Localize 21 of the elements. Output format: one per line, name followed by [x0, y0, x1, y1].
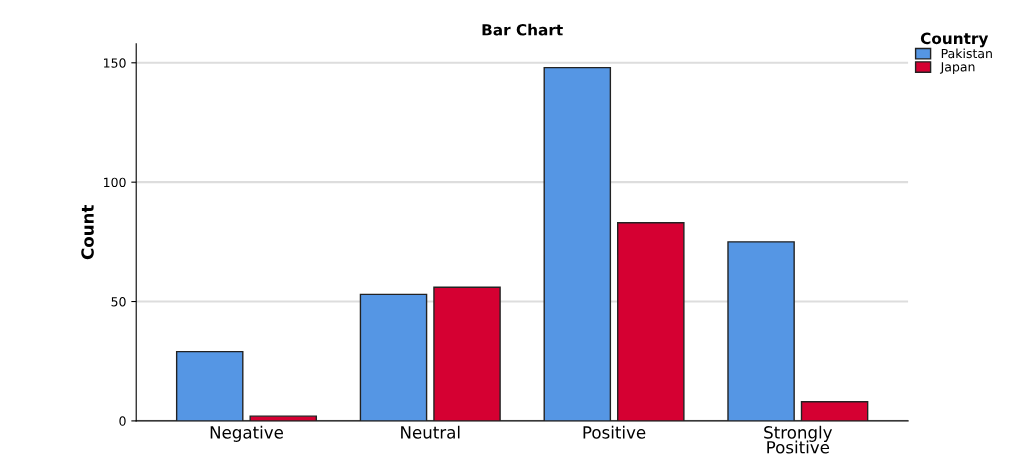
y-tick-label: 50 [111, 297, 126, 307]
x-tick-label: Neutral [401, 425, 460, 439]
bar [800, 401, 869, 421]
bar [617, 222, 685, 421]
legend-title: Country [920, 32, 989, 48]
bar [175, 350, 244, 421]
bar [359, 293, 428, 421]
legend-label: Japan [939, 62, 975, 74]
bar [249, 415, 318, 421]
y-tick-label: 0 [119, 416, 126, 426]
y-tick-label: 150 [104, 58, 126, 68]
y-tick-label: 100 [104, 177, 126, 188]
bar [543, 66, 612, 421]
y-axis-title: Count [81, 204, 94, 260]
x-tick-label: Positive [583, 425, 646, 439]
bar [727, 241, 795, 421]
legend-label: Pakistan [941, 48, 992, 59]
x-tick-label: Negative [210, 425, 283, 442]
x-tick-label: Strongly Positive [764, 425, 833, 454]
chart-title: Bar Chart [482, 23, 563, 36]
bar [433, 286, 501, 421]
